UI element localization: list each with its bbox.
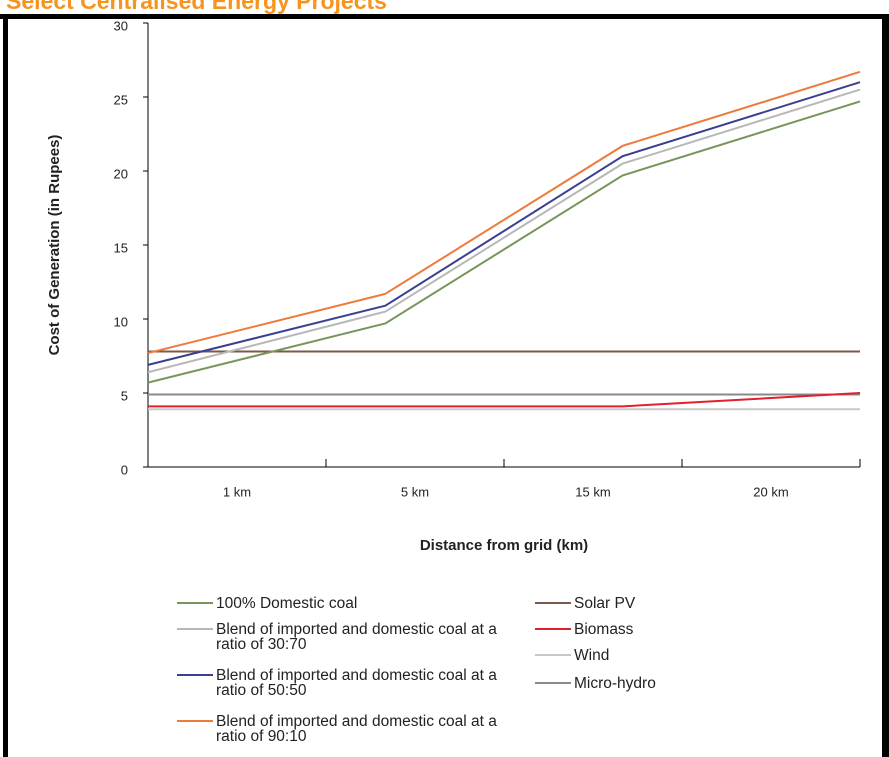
legend-label: 100% Domestic coal — [216, 595, 358, 612]
x-tick-label: 20 km — [753, 484, 788, 499]
legend-item: Blend of imported and domestic coal at a… — [177, 622, 516, 652]
series-line — [147, 70, 861, 355]
x-axis-title: Distance from grid (km) — [420, 537, 588, 554]
legend-swatch — [535, 682, 571, 684]
y-tick-label: 15 — [114, 240, 128, 255]
series-line — [147, 88, 861, 374]
legend-swatch — [177, 628, 213, 630]
legend-swatch — [177, 720, 213, 722]
legend-swatch — [535, 602, 571, 604]
legend-swatch — [177, 602, 213, 604]
series-line — [147, 81, 861, 366]
y-tick-label: 30 — [114, 18, 128, 33]
legend-swatch — [535, 654, 571, 656]
frame-top — [0, 14, 889, 19]
y-tick-label: 20 — [114, 166, 128, 181]
y-tick-label: 5 — [121, 388, 128, 403]
y-tick-label: 10 — [114, 314, 128, 329]
legend-label: Blend of imported and domestic coal at a… — [216, 667, 497, 699]
legend-item: Wind — [535, 648, 774, 663]
series-line — [147, 100, 861, 384]
legend-item: Biomass — [535, 622, 774, 637]
y-axis-title: Cost of Generation (in Rupees) — [46, 135, 63, 356]
legend-item: 100% Domestic coal — [177, 596, 516, 611]
legend-label: Wind — [574, 647, 610, 664]
x-tick-label: 5 km — [401, 484, 429, 499]
legend-item: Blend of imported and domestic coal at a… — [177, 714, 516, 744]
legend-swatch — [535, 628, 571, 630]
legend-label: Biomass — [574, 621, 634, 638]
series-line — [148, 392, 861, 408]
legend-label: Blend of imported and domestic coal at a… — [216, 621, 497, 653]
x-tick-label: 15 km — [575, 484, 610, 499]
chart-title: Select Centralised Energy Projects — [6, 0, 387, 14]
legend-label: Micro-hydro — [574, 675, 656, 692]
legend-item: Solar PV — [535, 596, 774, 611]
legend-label: Blend of imported and domestic coal at a… — [216, 713, 497, 745]
y-tick-label: 25 — [114, 92, 128, 107]
frame-left — [3, 14, 8, 757]
y-tick-label: 0 — [121, 462, 128, 477]
legend-item: Blend of imported and domestic coal at a… — [177, 668, 516, 698]
legend-label: Solar PV — [574, 595, 636, 612]
x-tick-label: 1 km — [223, 484, 251, 499]
legend-item: Micro-hydro — [535, 676, 774, 691]
frame-right — [882, 14, 889, 757]
legend-swatch — [177, 674, 213, 676]
